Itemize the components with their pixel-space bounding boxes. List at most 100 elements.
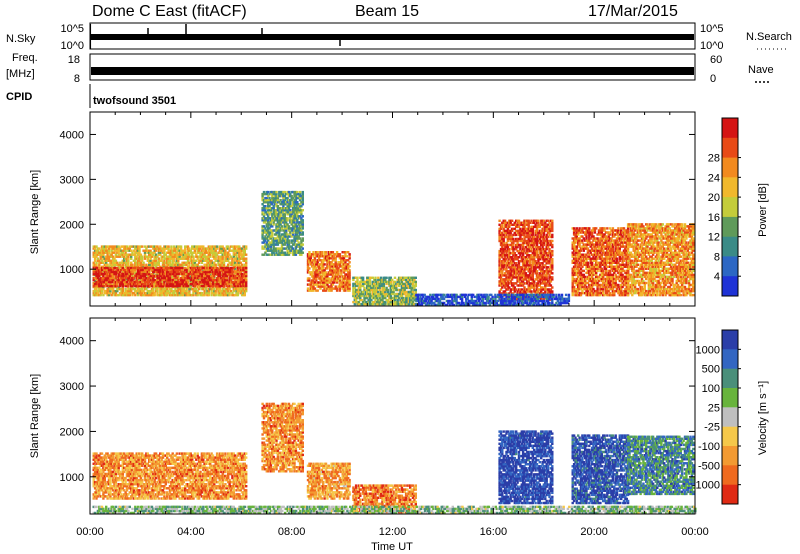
freq-panel-frame <box>89 53 696 81</box>
power-cell <box>225 255 228 258</box>
power-cell <box>202 275 205 279</box>
power-cell <box>196 293 199 297</box>
power-cell <box>96 251 100 254</box>
power-cell <box>141 263 144 266</box>
power-cell <box>92 293 95 297</box>
power-cell <box>149 261 152 264</box>
power-cell <box>163 263 166 266</box>
power-cell <box>96 253 100 256</box>
power-cell <box>171 257 174 260</box>
power-cell <box>368 278 372 282</box>
power-cell <box>213 257 216 260</box>
power-cell <box>150 255 154 258</box>
power-cell <box>188 283 191 287</box>
power-cell <box>172 289 176 293</box>
power-cell <box>153 249 156 252</box>
power-cell <box>211 249 215 252</box>
power-cell <box>184 251 187 254</box>
cpid-value: twofsound 3501 <box>93 95 176 107</box>
power-cell <box>193 245 197 248</box>
power-cell <box>210 293 213 297</box>
power-cell <box>93 276 97 280</box>
power-cell <box>152 245 155 248</box>
power-cell <box>156 285 159 289</box>
power-cell <box>107 259 111 262</box>
power-cell <box>135 265 138 268</box>
power-cell <box>172 291 176 295</box>
power-cell <box>103 263 106 266</box>
power-cell <box>166 263 169 266</box>
power-cell <box>106 255 109 258</box>
power-cell <box>166 247 169 250</box>
power-cell <box>157 273 161 277</box>
power-cell <box>182 287 185 291</box>
power-cell <box>168 251 172 254</box>
power-cell <box>178 293 181 297</box>
power-cell <box>177 245 180 248</box>
power-cell <box>209 261 212 264</box>
power-cell <box>136 253 140 256</box>
power-cell <box>121 263 124 266</box>
power-cell <box>111 257 115 260</box>
power-cell <box>166 287 169 291</box>
power-cell <box>168 249 172 252</box>
power-cell <box>193 247 197 250</box>
power-cell <box>515 262 518 265</box>
power-cell <box>149 255 152 258</box>
power-cell <box>110 261 113 264</box>
nsearch-label: N.Search <box>746 31 792 43</box>
power-cell <box>204 263 208 266</box>
power-cell <box>127 261 130 264</box>
power-cell <box>221 259 224 262</box>
power-cell <box>118 265 122 268</box>
power-cell <box>152 263 155 266</box>
power-cell <box>136 251 140 254</box>
power-cell <box>386 288 390 292</box>
power-cell <box>213 265 216 268</box>
power-cell <box>93 251 97 254</box>
power-cell <box>193 259 197 262</box>
nsky-spikes <box>89 24 341 49</box>
power-cell <box>152 293 155 297</box>
power-cell <box>207 253 210 256</box>
power-cell <box>157 249 161 252</box>
power-cell <box>152 287 155 291</box>
power-cell <box>301 239 304 242</box>
power-cell <box>95 255 98 258</box>
power-cell <box>207 255 210 258</box>
power-cell <box>179 247 183 250</box>
power-cell <box>207 257 210 260</box>
power-cell <box>191 279 194 283</box>
power-cell <box>186 257 190 260</box>
power-cell <box>127 259 130 262</box>
power-cell <box>107 255 111 258</box>
power-cell <box>179 289 183 293</box>
power-cell <box>233 265 237 268</box>
power-cell <box>182 253 185 256</box>
power-cell <box>232 255 235 258</box>
power-cell <box>128 291 131 295</box>
power-cell <box>99 293 102 297</box>
power-cell <box>163 247 166 250</box>
power-cell <box>99 287 102 291</box>
power-cell <box>124 245 127 248</box>
power-cell <box>228 257 231 260</box>
power-cell <box>123 253 126 256</box>
power-cell <box>210 265 213 268</box>
power-cell <box>231 245 234 248</box>
power-cell <box>110 265 113 268</box>
power-cell <box>217 287 220 291</box>
power-cell <box>166 293 169 297</box>
nsearch-tick-top: 10^5 <box>700 23 724 35</box>
power-cell <box>121 293 124 297</box>
power-cell <box>214 249 217 252</box>
power-cell <box>179 263 183 266</box>
power-cell <box>217 259 220 262</box>
power-cell <box>209 287 212 291</box>
power-cell <box>93 263 97 266</box>
power-cell <box>371 276 374 279</box>
power-cell <box>128 293 131 297</box>
power-cell <box>93 287 97 291</box>
power-cell <box>188 255 191 258</box>
